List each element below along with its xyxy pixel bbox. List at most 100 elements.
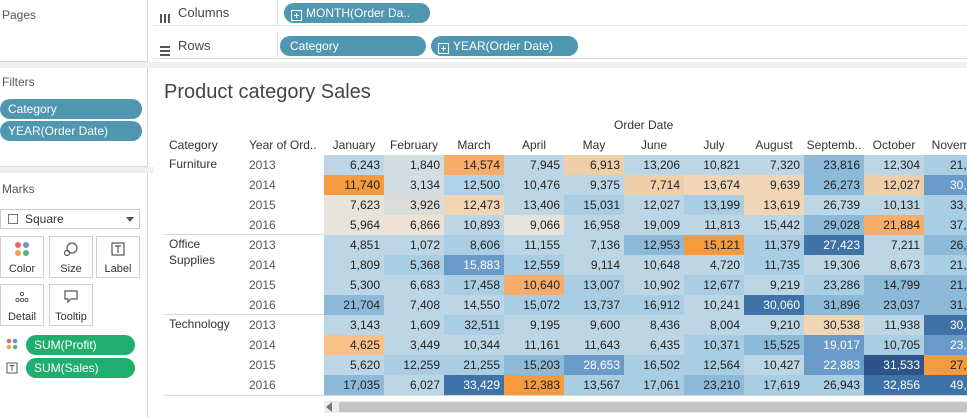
heatmap-cell[interactable]: 21,21 — [924, 255, 967, 275]
heatmap-cell[interactable]: 21,56 — [924, 155, 967, 175]
heatmap-cell[interactable]: 37,05 — [924, 215, 967, 235]
heatmap-cell[interactable]: 12,953 — [624, 235, 684, 255]
heatmap-cell[interactable]: 30,88 — [924, 175, 967, 195]
heatmap-cell[interactable]: 29,028 — [804, 215, 864, 235]
heatmap-cell[interactable]: 9,639 — [744, 175, 804, 195]
heatmap-cell[interactable]: 7,211 — [864, 235, 924, 255]
heatmap-cell[interactable]: 12,500 — [444, 175, 504, 195]
heatmap-cell[interactable]: 1,609 — [384, 315, 444, 335]
heatmap-cell[interactable]: 4,625 — [324, 335, 384, 355]
heatmap-cell[interactable]: 5,300 — [324, 275, 384, 295]
scrollbar-thumb[interactable] — [339, 402, 967, 412]
heatmap-cell[interactable]: 49,91 — [924, 375, 967, 395]
marks-size-button[interactable]: Size — [49, 236, 93, 278]
heatmap-cell[interactable]: 16,502 — [624, 355, 684, 375]
heatmap-cell[interactable]: 10,893 — [444, 215, 504, 235]
heatmap-cell[interactable]: 23,037 — [864, 295, 924, 315]
heatmap-cell[interactable]: 17,035 — [324, 375, 384, 395]
heatmap-cell[interactable]: 12,027 — [864, 175, 924, 195]
heatmap-cell[interactable]: 6,243 — [324, 155, 384, 175]
heatmap-cell[interactable]: 22,883 — [804, 355, 864, 375]
heatmap-cell[interactable]: 21,255 — [444, 355, 504, 375]
heatmap-cell[interactable]: 13,674 — [684, 175, 744, 195]
mark-pill-sum-sales[interactable]: SUM(Sales) — [26, 358, 135, 378]
heatmap-cell[interactable]: 15,883 — [444, 255, 504, 275]
row-pill-category[interactable]: Category — [280, 36, 426, 56]
heatmap-cell[interactable]: 21,884 — [864, 215, 924, 235]
heatmap-cell[interactable]: 6,027 — [384, 375, 444, 395]
heatmap-cell[interactable]: 13,567 — [564, 375, 624, 395]
heatmap-cell[interactable]: 12,677 — [684, 275, 744, 295]
columns-shelf[interactable]: Columns MONTH(Order Da.. — [154, 0, 967, 26]
heatmap-cell[interactable]: 10,648 — [624, 255, 684, 275]
marks-label-button[interactable]: Label — [96, 236, 140, 278]
heatmap-cell[interactable]: 17,619 — [744, 375, 804, 395]
heatmap-cell[interactable]: 28,653 — [564, 355, 624, 375]
scroll-left-icon[interactable] — [326, 402, 332, 412]
heatmap-cell[interactable]: 16,958 — [564, 215, 624, 235]
heatmap-cell[interactable]: 26,943 — [804, 375, 864, 395]
heatmap-cell[interactable]: 11,938 — [864, 315, 924, 335]
heatmap-cell[interactable]: 3,449 — [384, 335, 444, 355]
heatmap-cell[interactable]: 8,673 — [864, 255, 924, 275]
heatmap-cell[interactable]: 23,286 — [804, 275, 864, 295]
heatmap-cell[interactable]: 8,436 — [624, 315, 684, 335]
heatmap-cell[interactable]: 23,210 — [684, 375, 744, 395]
heatmap-cell[interactable]: 15,525 — [744, 335, 804, 355]
heatmap-cell[interactable]: 5,964 — [324, 215, 384, 235]
heatmap-cell[interactable]: 14,799 — [864, 275, 924, 295]
heatmap-cell[interactable]: 33,429 — [444, 375, 504, 395]
row-pill-year[interactable]: YEAR(Order Date) — [431, 36, 578, 56]
heatmap-cell[interactable]: 32,511 — [444, 315, 504, 335]
heatmap-cell[interactable]: 4,851 — [324, 235, 384, 255]
heatmap-cell[interactable]: 23,816 — [804, 155, 864, 175]
heatmap-cell[interactable]: 11,155 — [504, 235, 564, 255]
heatmap-cell[interactable]: 32,856 — [864, 375, 924, 395]
filter-pill-category[interactable]: Category — [0, 99, 142, 119]
heatmap-cell[interactable]: 7,408 — [384, 295, 444, 315]
marks-tooltip-button[interactable]: Tooltip — [49, 284, 93, 326]
heatmap-cell[interactable]: 5,620 — [324, 355, 384, 375]
heatmap-cell[interactable]: 9,195 — [504, 315, 564, 335]
heatmap-cell[interactable]: 11,813 — [684, 215, 744, 235]
heatmap-cell[interactable]: 3,134 — [384, 175, 444, 195]
heatmap-cell[interactable]: 15,031 — [564, 195, 624, 215]
heatmap-cell[interactable]: 14,574 — [444, 155, 504, 175]
heatmap-cell[interactable]: 7,136 — [564, 235, 624, 255]
heatmap-cell[interactable]: 12,564 — [684, 355, 744, 375]
heatmap-cell[interactable]: 15,203 — [504, 355, 564, 375]
heatmap-cell[interactable]: 4,720 — [684, 255, 744, 275]
heatmap-cell[interactable]: 19,017 — [804, 335, 864, 355]
heatmap-cell[interactable]: 19,009 — [624, 215, 684, 235]
heatmap-cell[interactable]: 3,926 — [384, 195, 444, 215]
heatmap-cell[interactable]: 6,913 — [564, 155, 624, 175]
heatmap-cell[interactable]: 13,206 — [624, 155, 684, 175]
heatmap-cell[interactable]: 12,473 — [444, 195, 504, 215]
heatmap-cell[interactable]: 9,600 — [564, 315, 624, 335]
expand-plus-icon[interactable] — [438, 40, 449, 56]
heatmap-cell[interactable]: 9,114 — [564, 255, 624, 275]
heatmap-cell[interactable]: 11,643 — [564, 335, 624, 355]
heatmap-cell[interactable]: 1,072 — [384, 235, 444, 255]
heatmap-cell[interactable]: 9,066 — [504, 215, 564, 235]
heatmap-cell[interactable]: 17,458 — [444, 275, 504, 295]
heatmap-cell[interactable]: 31,47 — [924, 295, 967, 315]
heatmap-cell[interactable]: 31,896 — [804, 295, 864, 315]
heatmap-cell[interactable]: 33,69 — [924, 195, 967, 215]
heatmap-cell[interactable]: 10,476 — [504, 175, 564, 195]
heatmap-cell[interactable]: 10,241 — [684, 295, 744, 315]
heatmap-cell[interactable]: 10,344 — [444, 335, 504, 355]
heatmap-cell[interactable]: 13,619 — [744, 195, 804, 215]
heatmap-cell[interactable]: 10,131 — [864, 195, 924, 215]
heatmap-cell[interactable]: 3,143 — [324, 315, 384, 335]
heatmap-cell[interactable]: 23,87 — [924, 335, 967, 355]
heatmap-cell[interactable]: 26,739 — [804, 195, 864, 215]
heatmap-cell[interactable]: 13,007 — [564, 275, 624, 295]
heatmap-cell[interactable]: 9,219 — [744, 275, 804, 295]
heatmap-cell[interactable]: 10,427 — [744, 355, 804, 375]
heatmap-cell[interactable]: 6,866 — [384, 215, 444, 235]
heatmap-cell[interactable]: 15,072 — [504, 295, 564, 315]
heatmap-cell[interactable]: 11,740 — [324, 175, 384, 195]
heatmap-cell[interactable]: 17,061 — [624, 375, 684, 395]
heatmap-cell[interactable]: 12,559 — [504, 255, 564, 275]
